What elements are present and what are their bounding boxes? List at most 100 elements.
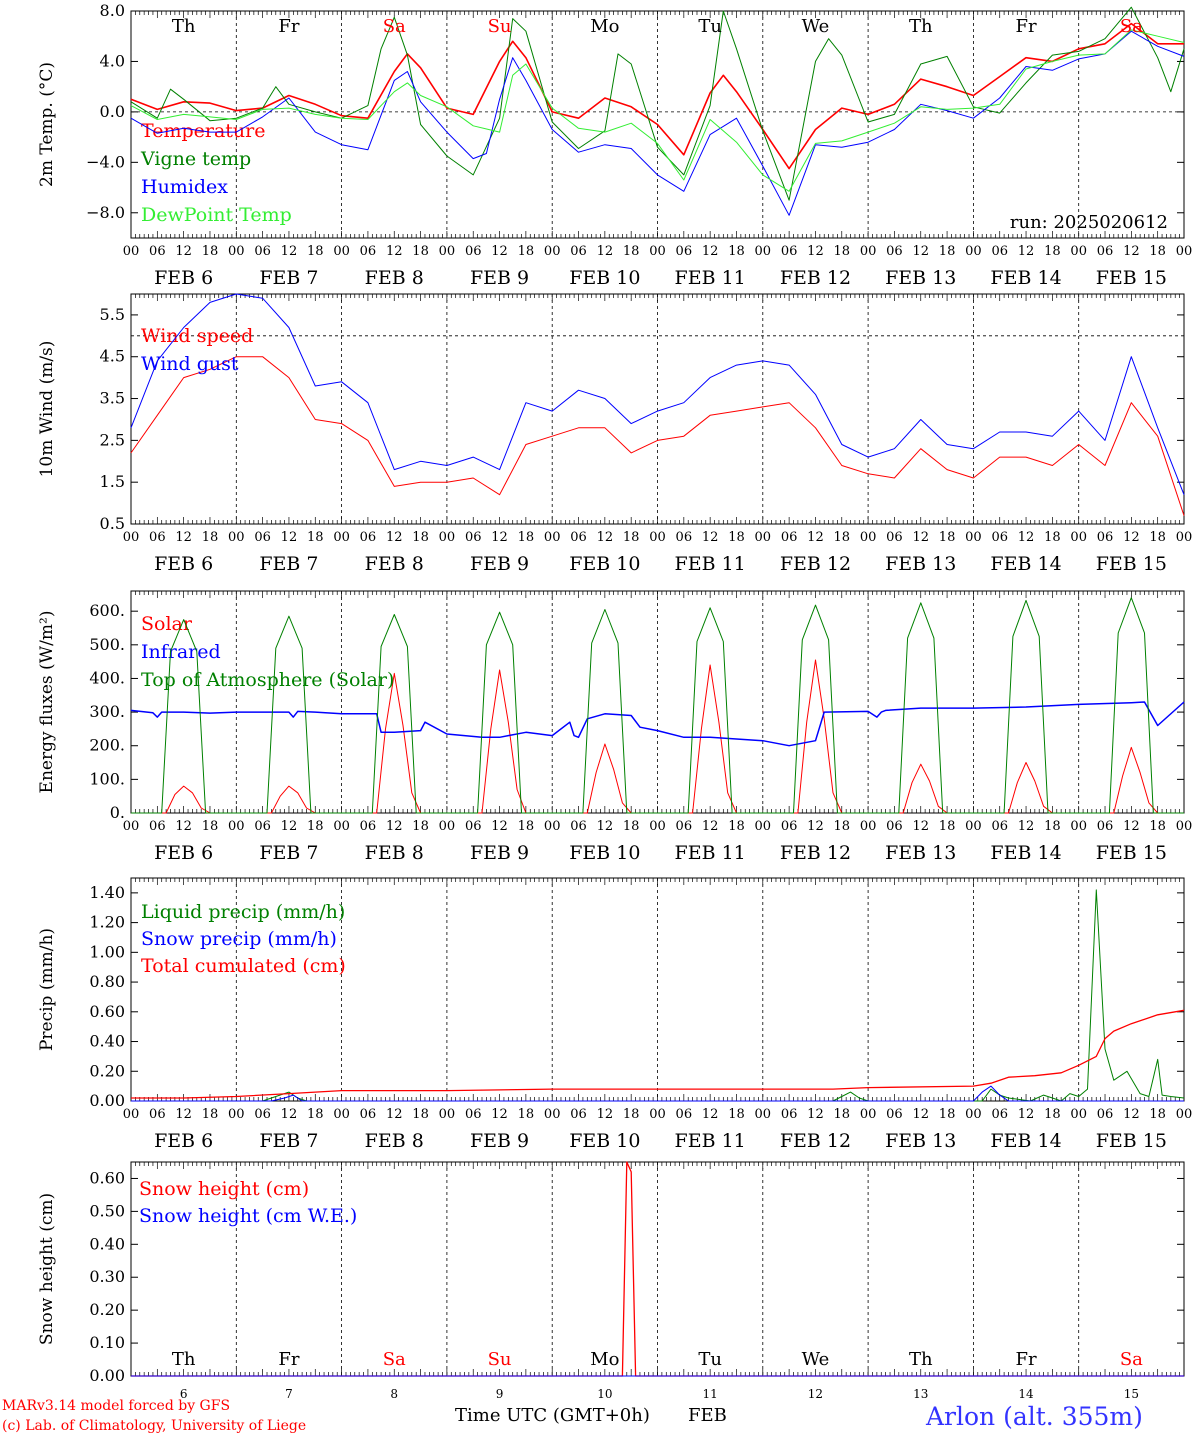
series-line-humidex — [130, 30, 1185, 216]
y-tick-label: 1.40 — [89, 883, 125, 902]
hour-label: 00 — [755, 244, 772, 259]
hour-label: 00 — [965, 1107, 982, 1122]
hour-label: 06 — [781, 530, 798, 545]
y-tick-label: 0.50 — [89, 1201, 125, 1220]
hour-label: 06 — [991, 530, 1008, 545]
hour-label: 18 — [518, 244, 535, 259]
hour-label: 06 — [149, 819, 166, 834]
series-line-vigne-temp — [130, 6, 1185, 201]
y-tick-label: 1.20 — [89, 913, 125, 932]
legend-entry: Total cumulated (cm) — [141, 955, 346, 977]
hour-label: 06 — [886, 1107, 903, 1122]
hour-label: 12 — [702, 244, 719, 259]
hour-label: 00 — [1176, 819, 1193, 834]
date-label: FEB 6 — [154, 1130, 213, 1152]
hour-label: 18 — [307, 1107, 324, 1122]
hour-label: 12 — [597, 244, 614, 259]
weekday-label: We — [802, 1349, 830, 1370]
hour-label: 06 — [1097, 244, 1114, 259]
day-number-label: 11 — [703, 1387, 718, 1401]
y-tick-label: −4.0 — [86, 152, 125, 171]
run-label: run: 2025020612 — [1010, 212, 1168, 233]
hour-label: 18 — [1044, 819, 1061, 834]
hour-label: 12 — [281, 530, 298, 545]
date-label: FEB 12 — [780, 267, 851, 289]
series-line-total-cumulated-cm — [131, 1009, 1185, 1099]
date-label: FEB 6 — [154, 842, 213, 864]
hour-label: 18 — [1149, 530, 1166, 545]
weekday-label: Tu — [698, 1349, 722, 1370]
hour-label: 06 — [781, 819, 798, 834]
y-tick-label: 8.0 — [100, 1, 125, 20]
hour-label: 00 — [123, 244, 140, 259]
weekday-label: Sa — [1120, 16, 1143, 37]
weekday-label: Mo — [590, 16, 619, 37]
hour-label: 18 — [623, 530, 640, 545]
hour-label: 06 — [465, 819, 482, 834]
y-tick-label: 0.40 — [89, 1234, 125, 1253]
y-axis-title: 10m Wind (m/s) — [37, 341, 57, 478]
hour-label: 12 — [1123, 819, 1140, 834]
date-label: FEB 10 — [569, 1130, 640, 1152]
y-tick-label: 0.0 — [100, 102, 125, 121]
hour-label: 12 — [491, 1107, 508, 1122]
y-tick-label: 0.5 — [100, 514, 125, 533]
hour-label: 06 — [676, 819, 693, 834]
series-line-temperature — [130, 22, 1184, 170]
hour-label: 06 — [781, 1107, 798, 1122]
hour-label: 06 — [254, 1107, 271, 1122]
date-label: FEB 12 — [780, 553, 851, 575]
hour-label: 12 — [807, 530, 824, 545]
hour-label: 06 — [149, 244, 166, 259]
hour-label: 00 — [1070, 1107, 1087, 1122]
hour-label: 18 — [1149, 1107, 1166, 1122]
day-number-label: 10 — [597, 1387, 612, 1401]
hour-label: 18 — [728, 530, 745, 545]
hour-label: 00 — [439, 819, 456, 834]
weekday-label: Fr — [278, 1349, 299, 1370]
weekday-label: Fr — [278, 16, 299, 37]
hour-label: 12 — [175, 1107, 192, 1122]
hour-label: 18 — [834, 244, 851, 259]
date-label: FEB 15 — [1096, 1130, 1167, 1152]
date-label: FEB 11 — [675, 267, 746, 289]
hour-label: 18 — [1149, 244, 1166, 259]
hour-label: 18 — [1044, 530, 1061, 545]
hour-label: 00 — [755, 819, 772, 834]
hour-label: 18 — [412, 1107, 429, 1122]
hour-label: 00 — [544, 1107, 561, 1122]
hour-label: 06 — [149, 1107, 166, 1122]
date-label: FEB 15 — [1096, 267, 1167, 289]
hour-label: 00 — [1070, 244, 1087, 259]
hour-label: 12 — [1018, 530, 1035, 545]
y-tick-label: 500. — [89, 635, 125, 654]
hour-label: 18 — [307, 530, 324, 545]
weekday-label: Th — [172, 16, 196, 37]
date-label: FEB 12 — [780, 842, 851, 864]
model-credit: MARv3.14 model forced by GFS — [2, 1398, 231, 1414]
hour-label: 18 — [518, 819, 535, 834]
hour-label: 18 — [939, 819, 956, 834]
hour-label: 00 — [544, 530, 561, 545]
hour-label: 00 — [333, 244, 350, 259]
hour-label: 00 — [333, 530, 350, 545]
y-tick-label: 300. — [89, 702, 125, 721]
hour-label: 00 — [228, 530, 245, 545]
y-tick-label: 2.5 — [100, 430, 125, 449]
hour-label: 18 — [939, 530, 956, 545]
date-label: FEB 7 — [259, 842, 318, 864]
station-name: Arlon (alt. 355m) — [926, 1402, 1143, 1431]
hour-label: 00 — [1176, 530, 1193, 545]
hour-label: 18 — [307, 819, 324, 834]
hour-label: 18 — [623, 819, 640, 834]
hour-label: 12 — [807, 819, 824, 834]
hour-label: 06 — [465, 530, 482, 545]
y-tick-label: 400. — [89, 668, 125, 687]
hour-label: 12 — [386, 819, 403, 834]
hour-label: 18 — [834, 1107, 851, 1122]
hour-label: 00 — [860, 530, 877, 545]
legend-entry: Liquid precip (mm/h) — [141, 901, 345, 923]
date-label: FEB 9 — [470, 553, 529, 575]
hour-label: 00 — [228, 819, 245, 834]
hour-label: 12 — [597, 1107, 614, 1122]
